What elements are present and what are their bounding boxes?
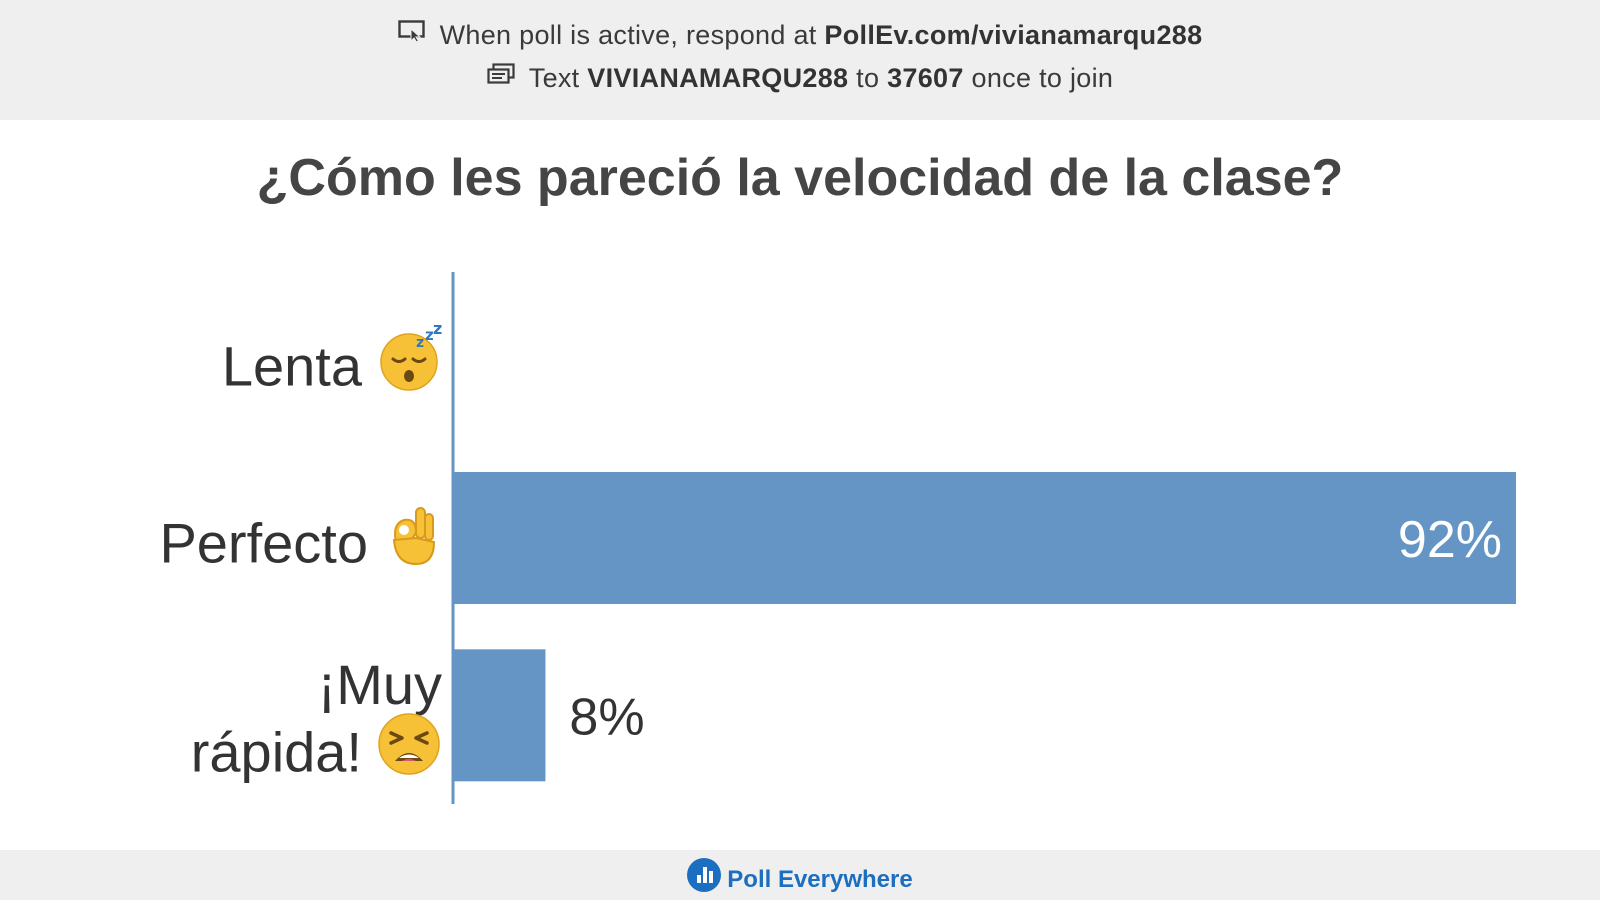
- category-label-line: rápida!: [190, 713, 442, 796]
- tired-face-icon: [376, 711, 442, 790]
- value-label-1: 92%: [1398, 511, 1502, 569]
- respond-url-line: When poll is active, respond at PollEv.c…: [0, 20, 1600, 52]
- text-join-line: Text VIVIANAMARQU288 to 37607 once to jo…: [0, 63, 1600, 95]
- category-text: Lenta: [221, 333, 362, 397]
- branding-footer: Poll Everywhere: [0, 850, 1600, 900]
- poll-everywhere-logo-icon: [687, 858, 722, 899]
- poll-url: PollEv.com/vivianamarqu288: [824, 20, 1203, 50]
- join-suffix: once to join: [971, 63, 1114, 93]
- brand-name: Poll Everywhere: [727, 865, 913, 893]
- poll-everywhere-brand: Poll Everywhere: [0, 858, 1600, 901]
- text-word: Text: [528, 63, 580, 93]
- join-instructions-bar: When poll is active, respond at PollEv.c…: [0, 0, 1600, 120]
- value-label-2: 8%: [569, 688, 644, 746]
- respond-prefix: When poll is active, respond at: [439, 20, 817, 50]
- category-label-0: Lenta z z z: [221, 319, 442, 410]
- category-label-1: Perfecto: [159, 507, 442, 587]
- category-label-line: Lenta z z z: [221, 319, 442, 410]
- join-code: VIVIANAMARQU288: [587, 63, 849, 93]
- category-text: rápida!: [190, 720, 362, 784]
- sms-message-icon: [487, 61, 515, 92]
- category-text: ¡Muy: [317, 653, 442, 717]
- bar-1: [453, 472, 1516, 604]
- category-label-line: Perfecto: [159, 507, 442, 587]
- to-word: to: [856, 63, 880, 93]
- bar-2: [453, 649, 546, 782]
- svg-text:z: z: [416, 335, 424, 351]
- svg-text:z: z: [425, 326, 434, 344]
- poll-question-title: ¿Cómo les pareció la velocidad de la cla…: [256, 149, 1344, 207]
- svg-text:z: z: [433, 325, 442, 338]
- sms-number: 37607: [887, 63, 964, 93]
- screen-cursor-icon: [397, 18, 426, 49]
- ok-hand-icon: [382, 502, 442, 581]
- category-text: Perfecto: [159, 511, 368, 575]
- category-label-line: ¡Muy: [191, 653, 442, 717]
- category-label-2: ¡Muy rápida!: [191, 653, 442, 796]
